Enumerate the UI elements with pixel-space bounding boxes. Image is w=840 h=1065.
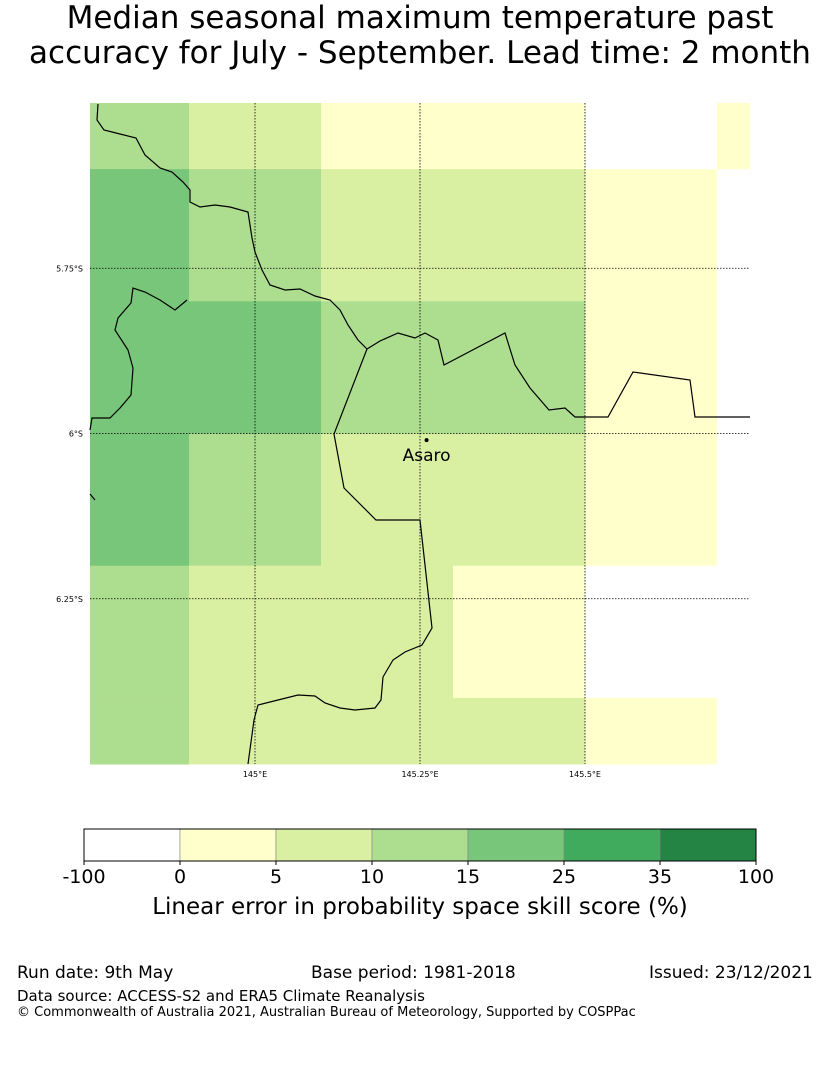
- colorbar-bin: [83, 828, 181, 862]
- colorbar-bin: [371, 828, 469, 862]
- colorbar-tick-label: 25: [552, 866, 576, 888]
- grid-cell: [321, 169, 454, 302]
- copyright: © Commonwealth of Australia 2021, Austra…: [17, 1005, 636, 1020]
- grid-cell: [453, 433, 586, 567]
- border-north-coast: [96, 103, 750, 418]
- latitude-tick-label: 6.25°S: [56, 595, 83, 604]
- colorbar-tick-label: 5: [270, 866, 282, 888]
- longitude-tick-label: 145.25°E: [401, 770, 438, 779]
- grid-cell: [717, 169, 751, 302]
- grid-cell: [453, 697, 586, 765]
- grid-cell: [321, 565, 454, 699]
- grid-cell: [90, 103, 190, 170]
- grid-cell: [90, 169, 190, 302]
- colorbar-label: Linear error in probability space skill …: [152, 894, 688, 920]
- colorbar-bin: [467, 828, 565, 862]
- grid-cell: [717, 103, 750, 170]
- colorbar-tick-label: 15: [456, 866, 480, 888]
- colorbar-bin: [275, 828, 373, 862]
- border-west-coast: [89, 287, 188, 431]
- latitude-tick-label: 6°S: [69, 430, 83, 439]
- grid-cell: [585, 103, 718, 170]
- place-marker-asaro: Asaro: [403, 438, 451, 466]
- border-fragment-southwest: [89, 493, 96, 501]
- grid-cell: [453, 103, 586, 170]
- grid-cell: [717, 565, 751, 699]
- grid-cell: [585, 169, 718, 302]
- skill-score-map: 5.75°S 6°S 6.25°S 145°E 145.25°E 145.5°E Asar…: [56, 103, 751, 779]
- axis-tick-labels: 5.75°S 6°S 6.25°S 145°E 145.25°E 145.5°E: [56, 264, 601, 779]
- grid-cell: [321, 301, 454, 434]
- country-borders: [89, 103, 750, 765]
- colorbar-tick-label: -100: [62, 866, 105, 888]
- map-title-line-2: accuracy for July - September. Lead time…: [29, 35, 811, 71]
- place-label: Asaro: [403, 446, 451, 466]
- colorbar-ticks: -100 0 5 10 15 25 35 100: [62, 861, 774, 888]
- longitude-tick-label: 145°E: [243, 770, 267, 779]
- colorbar-tick-label: 0: [174, 866, 186, 888]
- colorbar-bin: [179, 828, 277, 862]
- colorbar-tick-label: 10: [360, 866, 384, 888]
- grid-cell: [321, 433, 454, 567]
- grid-cell: [453, 565, 586, 699]
- colorbar-tick-label: 100: [738, 866, 774, 888]
- grid-cell: [717, 433, 751, 567]
- colorbar-tick-label: 35: [648, 866, 672, 888]
- grid-cell: [453, 169, 586, 302]
- grid-cell: [585, 433, 718, 567]
- grid-cell: [453, 301, 586, 434]
- border-province: [247, 348, 433, 765]
- longitude-tick-label: 145.5°E: [569, 770, 601, 779]
- grid-cell: [90, 697, 190, 765]
- graticule: [90, 103, 750, 764]
- grid-cells: [90, 103, 751, 765]
- place-dot: [424, 438, 429, 443]
- base-period: Base period: 1981-2018: [311, 963, 516, 983]
- grid-cell: [90, 565, 190, 699]
- latitude-tick-label: 5.75°S: [56, 264, 83, 273]
- grid-cell: [585, 565, 718, 699]
- run-date: Run date: 9th May: [17, 963, 174, 983]
- data-source: Data source: ACCESS-S2 and ERA5 Climate …: [17, 987, 425, 1005]
- grid-cell: [585, 301, 718, 434]
- map-title-line-1: Median seasonal maximum temperature past: [66, 0, 774, 36]
- issued-date: Issued: 23/12/2021: [649, 963, 813, 983]
- colorbar-bin: [563, 828, 661, 862]
- grid-cell: [717, 697, 751, 765]
- grid-cell: [90, 301, 190, 434]
- colorbar-bins: [83, 828, 757, 862]
- grid-cell: [90, 433, 190, 567]
- grid-cell: [321, 103, 454, 170]
- grid-cell: [717, 301, 751, 434]
- grid-cell: [585, 697, 718, 765]
- colorbar-bin: [659, 828, 757, 862]
- colorbar-frame: [83, 828, 757, 862]
